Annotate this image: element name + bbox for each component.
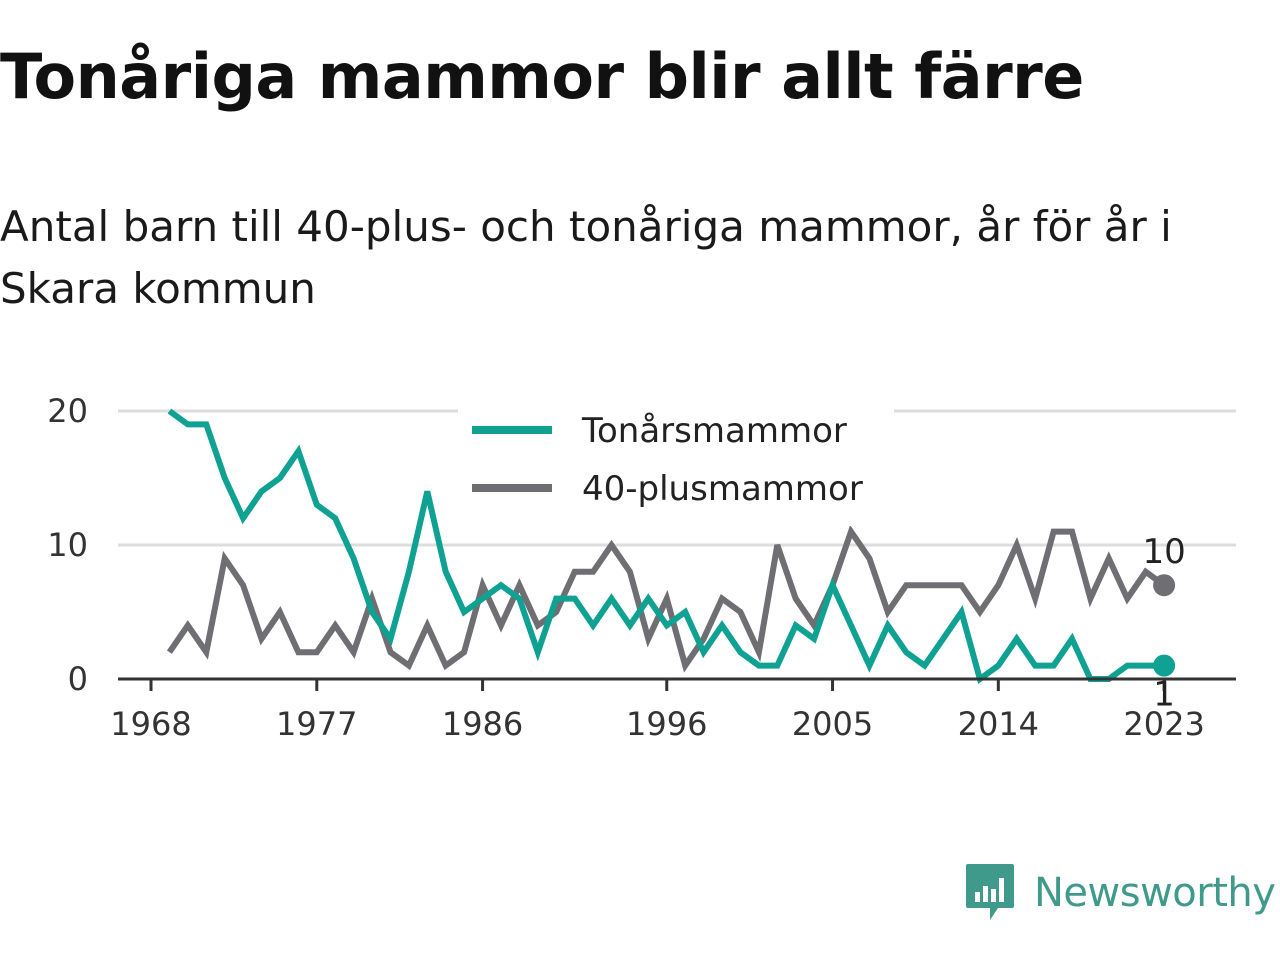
legend-label: 40-plusmammor bbox=[582, 469, 863, 509]
y-tick-label: 10 bbox=[47, 526, 88, 564]
end-value-label: 10 bbox=[1142, 532, 1185, 572]
x-tick-label: 2014 bbox=[958, 705, 1039, 743]
y-axis-ticks: 0 10 20 bbox=[47, 392, 88, 698]
y-tick-label: 20 bbox=[47, 392, 88, 430]
x-tick-label: 2005 bbox=[792, 705, 873, 743]
brand-name: Newsworthy bbox=[1034, 870, 1276, 916]
x-tick-label: 1977 bbox=[276, 705, 357, 743]
x-tick-label: 1996 bbox=[626, 705, 707, 743]
end-point-marker bbox=[1153, 654, 1176, 677]
bar-chart-speech-bubble-icon bbox=[966, 864, 1014, 920]
legend-label: Tonårsmammor bbox=[581, 411, 847, 451]
end-markers: 1 10 bbox=[1142, 532, 1185, 714]
series-line bbox=[167, 408, 1165, 684]
chart-subtitle: Antal barn till 40-plus- och tonåriga ma… bbox=[0, 202, 1172, 313]
x-tick-label: 2023 bbox=[1123, 705, 1204, 743]
legend: Tonårsmammor 40-plusmammor bbox=[458, 406, 894, 526]
end-value-label: 1 bbox=[1153, 675, 1175, 715]
series-lines bbox=[166, 408, 1166, 684]
line-chart: 0 10 20 1968 1977 1986 1996 2005 2014 2023 Tonår… bbox=[47, 392, 1236, 743]
end-point-marker bbox=[1153, 574, 1176, 597]
chart-title: Tonåriga mammor blir allt färre bbox=[0, 40, 1084, 113]
y-tick-label: 0 bbox=[68, 660, 88, 698]
x-axis: 1968 1977 1986 1996 2005 2014 2023 bbox=[110, 677, 1236, 743]
x-tick-label: 1986 bbox=[442, 705, 523, 743]
x-tick-label: 1968 bbox=[110, 705, 191, 743]
brand-logo: Newsworthy bbox=[964, 862, 1276, 924]
series-line bbox=[166, 524, 1166, 673]
